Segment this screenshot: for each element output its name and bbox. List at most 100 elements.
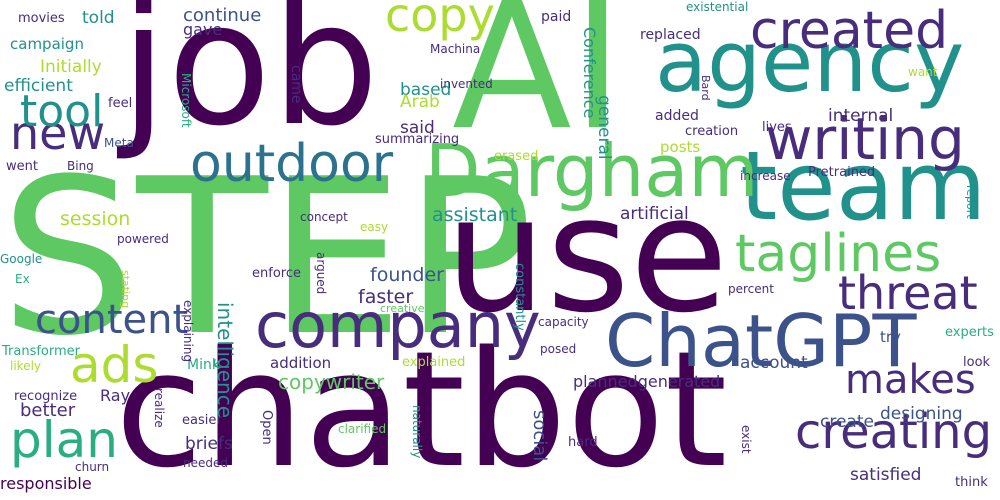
cloud-word: explaining <box>181 300 195 363</box>
cloud-word: campaign <box>10 35 84 53</box>
cloud-word: easy <box>360 220 389 234</box>
cloud-word: Open <box>259 410 274 445</box>
cloud-word: general <box>594 95 614 160</box>
cloud-word: account <box>740 353 808 373</box>
cloud-word: AI <box>452 0 624 169</box>
cloud-word: satisfied <box>850 465 922 485</box>
cloud-word: Dargham <box>425 129 759 213</box>
cloud-word: created <box>750 1 949 61</box>
cloud-word: summarizing <box>375 132 460 147</box>
cloud-word: movies <box>18 11 65 26</box>
cloud-word: Ex <box>15 272 30 286</box>
cloud-word: percent <box>728 282 774 296</box>
cloud-word: content <box>35 297 189 343</box>
cloud-word: paid <box>541 9 572 25</box>
cloud-word: agency <box>655 13 965 112</box>
cloud-word: feel <box>108 96 133 111</box>
cloud-word: existential <box>686 0 749 14</box>
cloud-word: founder <box>370 264 444 286</box>
cloud-word: makes <box>845 357 976 403</box>
cloud-word: erased <box>494 149 539 164</box>
cloud-word: constantly <box>512 263 527 331</box>
cloud-word: try <box>880 328 901 346</box>
cloud-word: invented <box>440 77 493 91</box>
cloud-word: Conference <box>580 27 599 119</box>
cloud-word: told <box>82 8 115 28</box>
cloud-word: posed <box>540 342 577 356</box>
cloud-word: team <box>740 132 987 242</box>
cloud-word: naturally <box>410 405 424 459</box>
cloud-word: creating <box>795 404 993 460</box>
cloud-word: explained <box>402 355 466 370</box>
cloud-word: gave <box>183 20 223 39</box>
cloud-word: copy <box>385 0 495 42</box>
cloud-word: chatbot <box>115 316 728 500</box>
cloud-word: briefs <box>185 434 233 454</box>
cloud-word: lives <box>762 120 792 135</box>
cloud-word: STEP <box>0 132 534 383</box>
cloud-word: use <box>445 161 729 348</box>
cloud-word: look <box>963 355 991 370</box>
cloud-word: plan <box>10 411 118 469</box>
cloud-word: clarified <box>338 422 387 436</box>
cloud-word: likely <box>10 359 42 373</box>
cloud-word: said <box>400 118 435 138</box>
cloud-word: job <box>120 0 380 164</box>
cloud-word: came <box>288 65 304 104</box>
cloud-word: Microsoft <box>179 73 193 128</box>
cloud-word: Pretrained <box>808 165 876 180</box>
cloud-word: ads <box>70 336 159 394</box>
cloud-word: report <box>964 185 977 219</box>
cloud-word: Ray <box>100 386 131 405</box>
cloud-word: capacity <box>538 315 589 329</box>
cloud-word: Google <box>0 252 43 266</box>
cloud-word: replaced <box>640 27 701 43</box>
cloud-word: Initially <box>40 57 102 77</box>
cloud-word: think <box>955 475 988 490</box>
cloud-word: want <box>908 65 938 79</box>
cloud-word: creation <box>685 124 739 139</box>
cloud-word: tool <box>20 86 104 137</box>
cloud-word: designing <box>880 404 963 424</box>
cloud-word: assistant <box>432 204 518 226</box>
cloud-word: new <box>10 106 106 160</box>
cloud-word: churn <box>75 460 110 474</box>
cloud-word: Transformer <box>2 344 81 359</box>
cloud-word: realize <box>152 388 166 428</box>
cloud-word: posts <box>660 138 701 156</box>
cloud-word: stating <box>119 270 132 309</box>
cloud-word: argued <box>314 252 328 295</box>
cloud-word: powered <box>117 232 169 246</box>
cloud-word: ChatGPT <box>605 299 917 383</box>
cloud-word: Bard <box>699 75 712 101</box>
cloud-word: company <box>255 289 541 362</box>
cloud-word: taglines <box>735 224 942 284</box>
cloud-word: recognize <box>14 389 78 404</box>
cloud-word: concept <box>300 210 348 224</box>
cloud-word: enforce <box>252 266 301 281</box>
cloud-word: writing <box>765 105 965 173</box>
cloud-word: threat <box>838 266 978 320</box>
cloud-word: internal <box>828 106 894 126</box>
cloud-word: efficient <box>4 76 73 96</box>
cloud-word: session <box>60 208 131 230</box>
cloud-word: outdoor <box>190 134 394 194</box>
cloud-word: intelligence <box>213 302 237 419</box>
cloud-word: addition <box>270 354 332 372</box>
cloud-word: hard <box>568 435 598 450</box>
cloud-word: Bing <box>67 159 94 173</box>
cloud-word: copywriter <box>278 370 385 394</box>
cloud-word: create <box>820 412 874 432</box>
cloud-word: Mink <box>187 357 220 373</box>
cloud-word: Machina <box>430 42 481 56</box>
cloud-word: continue <box>183 5 262 26</box>
cloud-word: responsible <box>0 474 92 493</box>
cloud-word: faster <box>358 286 414 308</box>
cloud-word: artificial <box>620 204 689 224</box>
cloud-word: added <box>655 108 699 124</box>
cloud-word: social <box>529 410 550 462</box>
cloud-word: Arab <box>400 92 440 112</box>
cloud-word: exist <box>739 425 753 454</box>
cloud-word: needed <box>183 456 228 470</box>
